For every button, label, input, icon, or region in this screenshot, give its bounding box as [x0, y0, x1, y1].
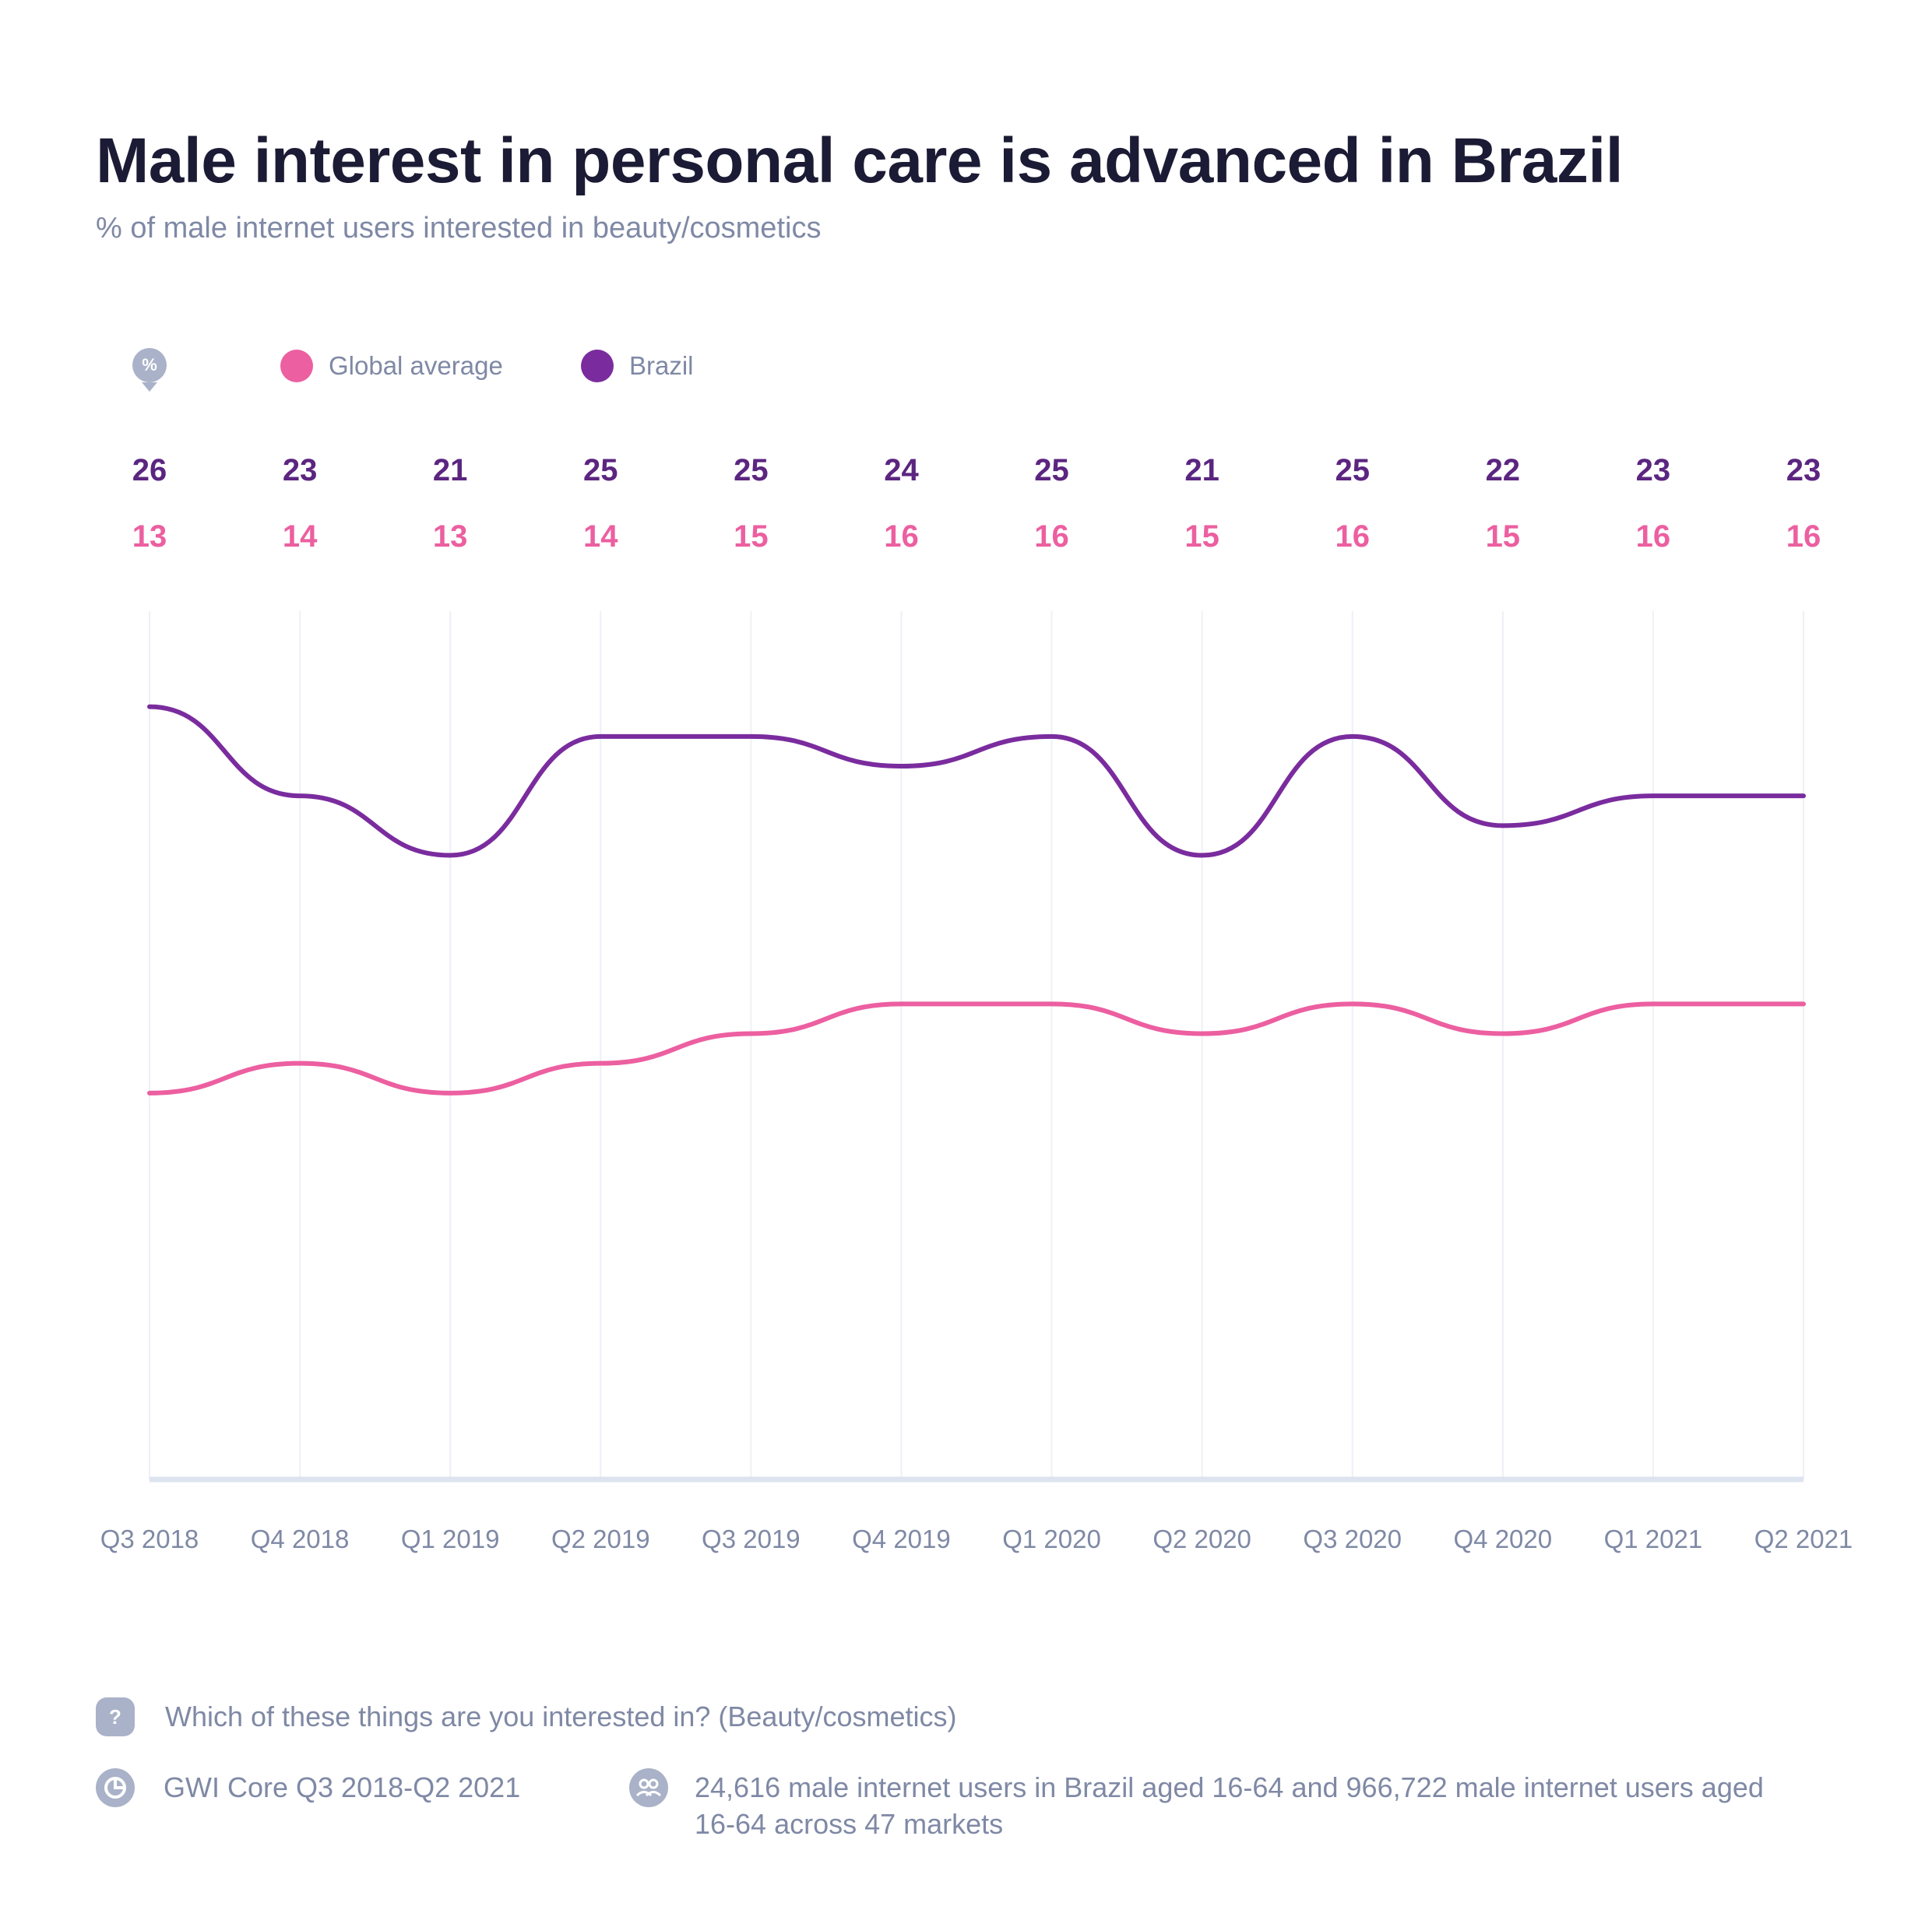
source-pie-icon [96, 1768, 135, 1807]
value-label-brazil-10: 23 [1635, 453, 1671, 487]
legend-item-global-average: Global average [280, 349, 503, 383]
brazil-value-row: 26 23 21 25 25 24 25 21 25 22 23 23 [0, 453, 1932, 500]
series-line-brazil [147, 704, 1806, 858]
x-tick-label-7: Q2 2020 [1153, 1525, 1251, 1553]
survey-question: Which of these things are you interested… [165, 1701, 957, 1732]
percent-icon: % [132, 348, 167, 382]
value-label-global-3: 14 [583, 519, 618, 554]
x-tick-label-9: Q4 2020 [1453, 1525, 1553, 1553]
value-label-brazil-0: 26 [132, 453, 167, 487]
value-label-global-8: 16 [1335, 519, 1370, 554]
series-line-global-average [147, 1001, 1806, 1096]
value-label-global-10: 16 [1635, 519, 1671, 554]
global-value-row: 13 14 13 14 15 16 16 15 16 15 16 16 [0, 519, 1932, 566]
percent-icon-pointer [142, 382, 157, 392]
legend-item-brazil: Brazil [581, 349, 694, 383]
chart-subtitle: % of male internet users interested in b… [96, 212, 822, 244]
legend-label-global-average: Global average [329, 351, 503, 380]
value-label-global-11: 16 [1786, 519, 1821, 554]
x-tick-label-5: Q4 2019 [852, 1525, 951, 1553]
legend-dot-brazil [581, 350, 614, 382]
value-label-brazil-1: 23 [282, 453, 318, 487]
x-tick-label-2: Q1 2019 [400, 1525, 500, 1553]
chart-title: Male interest in personal care is advanc… [96, 125, 1623, 196]
value-label-global-0: 13 [132, 519, 167, 554]
value-label-brazil-6: 25 [1034, 453, 1069, 487]
x-tick-label-4: Q3 2019 [702, 1525, 801, 1553]
value-label-brazil-4: 25 [734, 453, 769, 487]
data-source: GWI Core Q3 2018-Q2 2021 [164, 1771, 521, 1803]
legend-dot-global-average [280, 350, 313, 382]
value-label-brazil-2: 21 [432, 453, 468, 487]
value-label-global-2: 13 [432, 519, 468, 554]
x-tick-label-1: Q4 2018 [250, 1525, 350, 1553]
value-label-global-5: 16 [884, 519, 919, 554]
people-icon [629, 1768, 668, 1807]
x-tick-label-10: Q1 2021 [1603, 1525, 1703, 1553]
value-label-brazil-11: 23 [1786, 453, 1821, 487]
value-label-brazil-3: 25 [583, 453, 618, 487]
value-label-global-7: 15 [1184, 519, 1219, 554]
x-tick-label-11: Q2 2021 [1754, 1525, 1853, 1553]
value-label-brazil-9: 22 [1485, 453, 1521, 487]
value-label-brazil-7: 21 [1184, 453, 1219, 487]
line-chart [147, 611, 1806, 1483]
value-label-global-1: 14 [282, 519, 318, 554]
x-tick-label-6: Q1 2020 [1002, 1525, 1101, 1553]
value-label-brazil-5: 24 [884, 453, 919, 487]
sample-description: 24,616 male internet users in Brazil age… [695, 1771, 1764, 1840]
value-label-global-4: 15 [734, 519, 769, 554]
x-tick-label-0: Q3 2018 [100, 1525, 199, 1553]
x-tick-label-8: Q3 2020 [1303, 1525, 1402, 1553]
question-icon: ? [96, 1697, 135, 1736]
value-label-brazil-8: 25 [1335, 453, 1370, 487]
value-label-global-9: 15 [1485, 519, 1521, 554]
value-label-global-6: 16 [1034, 519, 1069, 554]
x-tick-label-3: Q2 2019 [551, 1525, 650, 1553]
legend-label-brazil: Brazil [629, 351, 694, 380]
